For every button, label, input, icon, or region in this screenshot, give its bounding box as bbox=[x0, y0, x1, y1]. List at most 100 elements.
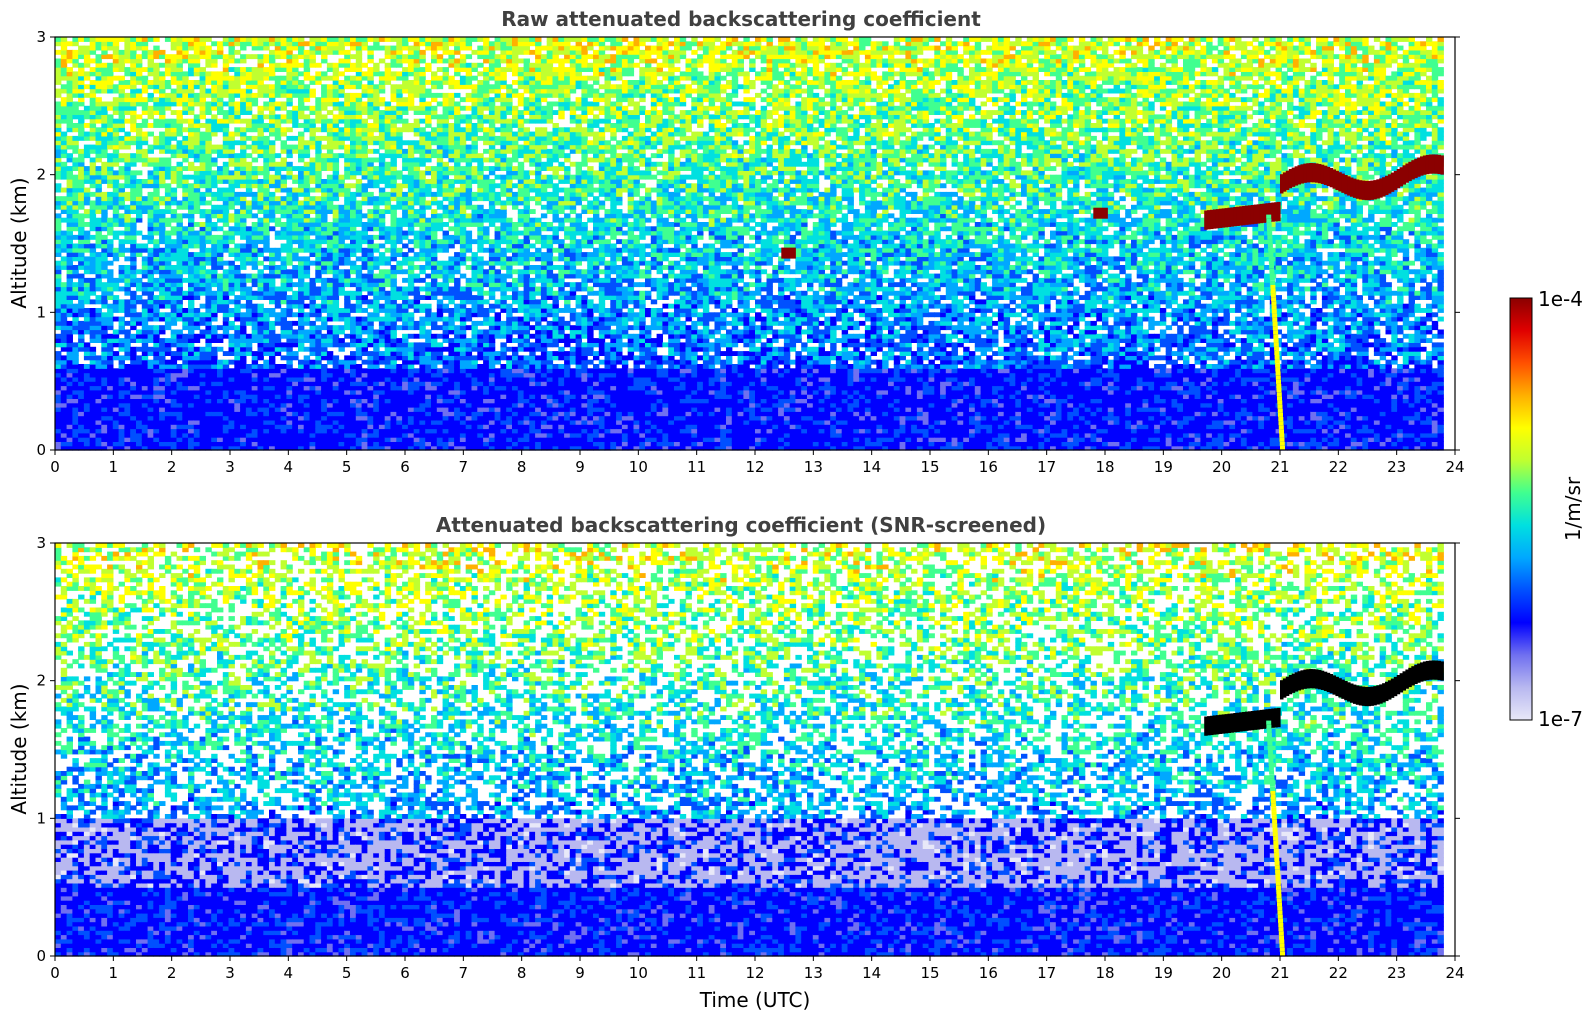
heatmap-cell bbox=[78, 63, 84, 68]
heatmap-cell bbox=[55, 355, 61, 360]
heatmap-cell bbox=[90, 37, 96, 42]
heatmap-cell bbox=[67, 355, 73, 360]
heatmap-cell bbox=[55, 295, 61, 300]
heatmap-cell bbox=[84, 424, 90, 429]
heatmap-cell bbox=[67, 360, 73, 365]
heatmap-cell bbox=[90, 424, 96, 429]
heatmap-cell bbox=[72, 213, 78, 218]
heatmap-cell bbox=[90, 97, 96, 102]
heatmap-cell bbox=[90, 325, 96, 330]
heatmap-cell bbox=[78, 403, 84, 408]
heatmap-cell bbox=[84, 222, 90, 227]
heatmap-cell bbox=[55, 149, 61, 154]
heatmap-cell bbox=[84, 145, 90, 150]
heatmap-cell bbox=[61, 145, 67, 150]
heatmap-cell bbox=[107, 140, 113, 145]
heatmap-cell bbox=[55, 321, 61, 326]
heatmap-cell bbox=[72, 188, 78, 193]
heatmap-cell bbox=[101, 411, 107, 416]
heatmap-cell bbox=[107, 437, 113, 442]
heatmap-cell bbox=[67, 127, 73, 132]
heatmap-cell bbox=[96, 222, 102, 227]
heatmap-cell bbox=[84, 248, 90, 253]
heatmap-cell bbox=[72, 312, 78, 317]
heatmap-cell bbox=[61, 325, 67, 330]
heatmap-cell bbox=[90, 46, 96, 51]
heatmap-cell bbox=[67, 274, 73, 279]
heatmap-cell bbox=[55, 386, 61, 391]
heatmap-cell bbox=[78, 394, 84, 399]
heatmap-cell bbox=[78, 158, 84, 163]
heatmap-cell bbox=[84, 321, 90, 326]
heatmap-cell bbox=[61, 54, 67, 59]
heatmap-cell bbox=[107, 342, 113, 347]
heatmap-cell bbox=[67, 437, 73, 442]
heatmap-cell bbox=[72, 304, 78, 309]
heatmap-cell bbox=[113, 188, 119, 193]
heatmap-cell bbox=[67, 321, 73, 326]
heatmap-cell bbox=[107, 441, 113, 446]
heatmap-cell bbox=[67, 201, 73, 206]
heatmap-cell bbox=[90, 244, 96, 249]
heatmap-cell bbox=[84, 54, 90, 59]
heatmap-cell bbox=[78, 132, 84, 137]
heatmap-cell bbox=[101, 63, 107, 68]
heatmap-cell bbox=[55, 166, 61, 171]
heatmap-cell bbox=[96, 114, 102, 119]
heatmap-cell bbox=[67, 76, 73, 81]
heatmap-cell bbox=[90, 89, 96, 94]
heatmap-cell bbox=[90, 102, 96, 107]
heatmap-cell bbox=[61, 420, 67, 425]
heatmap-cell bbox=[107, 158, 113, 163]
heatmap-cell bbox=[84, 188, 90, 193]
heatmap-cell bbox=[90, 209, 96, 214]
heatmap-cell bbox=[113, 299, 119, 304]
heatmap-cell bbox=[67, 368, 73, 373]
heatmap-cell bbox=[61, 373, 67, 378]
heatmap-cell bbox=[113, 140, 119, 145]
heatmap-cell bbox=[61, 76, 67, 81]
heatmap-cell bbox=[90, 265, 96, 270]
heatmap-cell bbox=[78, 325, 84, 330]
heatmap-cell bbox=[107, 355, 113, 360]
heatmap-cell bbox=[107, 433, 113, 438]
heatmap-cell bbox=[55, 338, 61, 343]
heatmap-cell bbox=[107, 179, 113, 184]
heatmap-cell bbox=[61, 299, 67, 304]
heatmap-cell bbox=[72, 192, 78, 197]
heatmap-cell bbox=[101, 205, 107, 210]
heatmap-cell bbox=[90, 321, 96, 326]
heatmap-cell bbox=[72, 123, 78, 128]
heatmap-cell bbox=[107, 386, 113, 391]
heatmap-cell bbox=[78, 218, 84, 223]
heatmap-cell bbox=[107, 394, 113, 399]
heatmap-cell bbox=[90, 201, 96, 206]
heatmap-cell bbox=[72, 166, 78, 171]
heatmap-cell bbox=[55, 162, 61, 167]
heatmap-cell bbox=[96, 394, 102, 399]
heatmap-cell bbox=[84, 317, 90, 322]
heatmap-cell bbox=[101, 175, 107, 180]
heatmap-cell bbox=[107, 274, 113, 279]
heatmap-cell bbox=[72, 37, 78, 42]
heatmap-cell bbox=[107, 192, 113, 197]
heatmap-cell bbox=[101, 110, 107, 115]
heatmap-cell bbox=[107, 424, 113, 429]
heatmap-cell bbox=[101, 355, 107, 360]
heatmap-cell bbox=[84, 265, 90, 270]
heatmap-cell bbox=[55, 261, 61, 266]
heatmap-cell bbox=[72, 63, 78, 68]
heatmap-cell bbox=[90, 218, 96, 223]
heatmap-cell bbox=[78, 364, 84, 369]
heatmap-cell bbox=[78, 437, 84, 442]
heatmap-cell bbox=[96, 140, 102, 145]
heatmap-cell bbox=[96, 287, 102, 292]
heatmap-cell bbox=[55, 140, 61, 145]
heatmap-cell bbox=[90, 269, 96, 274]
heatmap-cell bbox=[101, 265, 107, 270]
heatmap-cell bbox=[113, 390, 119, 395]
heatmap-cell bbox=[96, 334, 102, 339]
heatmap-cell bbox=[78, 390, 84, 395]
heatmap-cell bbox=[107, 416, 113, 421]
heatmap-cell bbox=[55, 334, 61, 339]
